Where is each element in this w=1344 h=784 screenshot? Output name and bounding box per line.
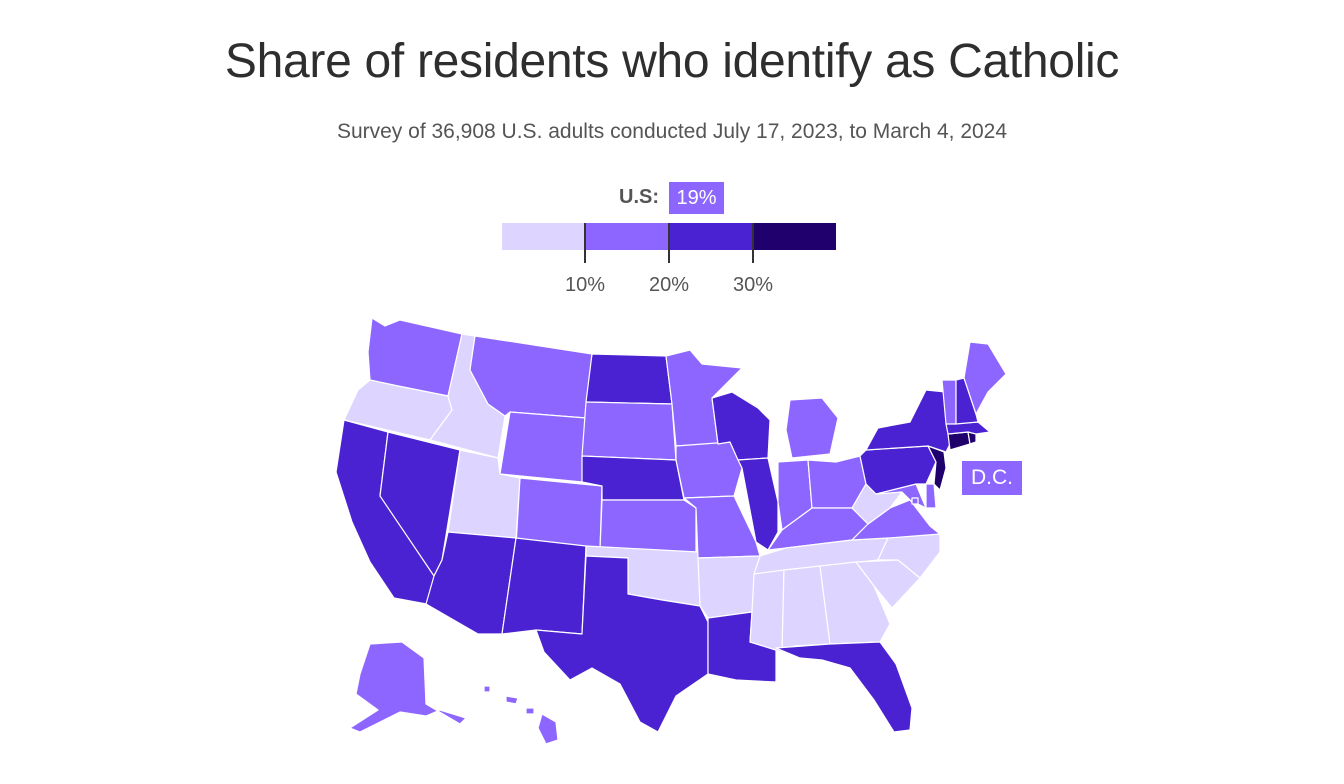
- legend-swatch-bin-1: [585, 223, 669, 250]
- legend-tick-label-20: 20%: [648, 274, 690, 296]
- state-maine[interactable]: [963, 341, 1007, 415]
- state-new-hampshire[interactable]: [955, 377, 979, 425]
- state-alaska[interactable]: [349, 641, 467, 733]
- chart-subtitle: Survey of 36,908 U.S. adults conducted J…: [336, 120, 1008, 143]
- state-michigan[interactable]: [785, 397, 839, 459]
- state-delaware[interactable]: [925, 483, 937, 509]
- state-north-dakota[interactable]: [585, 353, 673, 405]
- state-illinois[interactable]: [737, 457, 779, 551]
- state-district-of-columbia[interactable]: [911, 497, 919, 505]
- state-wyoming[interactable]: [499, 411, 587, 483]
- state-pennsylvania[interactable]: [859, 445, 937, 495]
- legend-swatch-bin-2: [669, 223, 753, 250]
- legend-tick-label-10: 10%: [564, 274, 606, 296]
- state-arkansas[interactable]: [697, 555, 761, 619]
- us-average-badge: 19%: [669, 182, 724, 214]
- legend-tick: [752, 223, 754, 263]
- chart-title: Share of residents who identify as Catho…: [224, 35, 1120, 88]
- state-new-jersey[interactable]: [927, 445, 947, 491]
- state-south-dakota[interactable]: [581, 401, 677, 461]
- color-legend: U.S: 19% 10% 20% 30%: [0, 0, 1344, 310]
- us-choropleth-map: [335, 317, 1007, 745]
- state-new-york[interactable]: [865, 389, 951, 453]
- state-texas[interactable]: [535, 555, 709, 733]
- state-iowa[interactable]: [675, 441, 743, 499]
- legend-tick: [668, 223, 670, 263]
- us-average-label: U.S:: [619, 186, 659, 208]
- legend-tick: [584, 223, 586, 263]
- state-connecticut[interactable]: [947, 431, 971, 451]
- legend-swatch-bin-0: [502, 223, 585, 250]
- legend-swatch-bin-3: [753, 223, 836, 250]
- state-florida[interactable]: [775, 641, 913, 733]
- dc-label-badge: D.C.: [962, 461, 1022, 495]
- legend-tick-label-30: 30%: [732, 274, 774, 296]
- state-new-mexico[interactable]: [501, 537, 587, 635]
- state-kansas[interactable]: [599, 499, 697, 553]
- state-mississippi[interactable]: [749, 569, 785, 653]
- state-hawaii[interactable]: [483, 685, 559, 745]
